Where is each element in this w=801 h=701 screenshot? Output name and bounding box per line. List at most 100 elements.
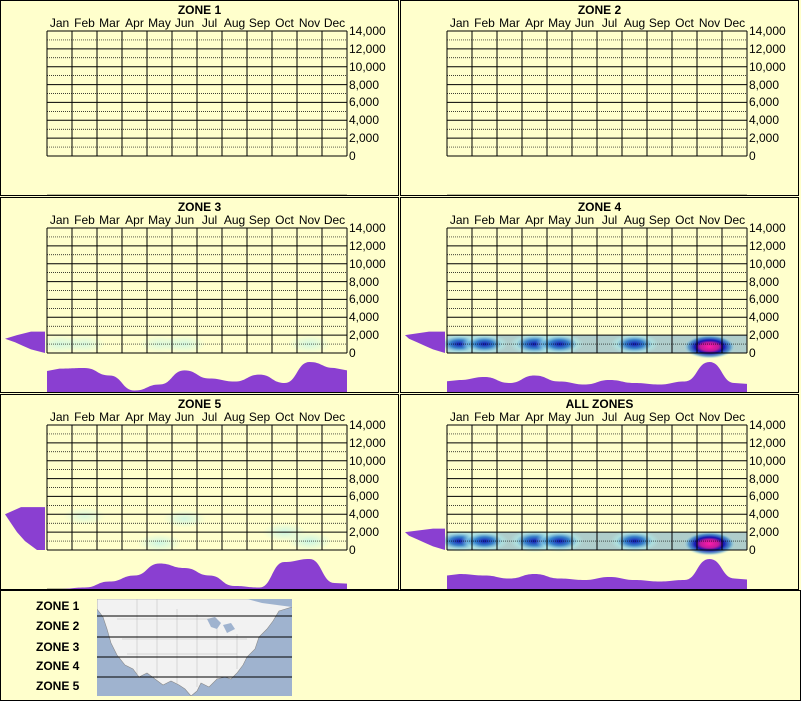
month-label: Mar [99,213,120,227]
y-tick-label: 6,000 [749,292,780,307]
y-tick-label: 8,000 [749,471,780,486]
y-tick-label: 10,000 [349,256,386,271]
panel-zone-2: ZONE 2 Jan Feb Mar Apr May Jun Jul Aug Sep Oct Nov D… [400,0,799,196]
density-blob [683,531,736,556]
y-tick-label: 6,000 [749,95,780,110]
month-label: Apr [125,16,144,30]
month-label: Jan [49,410,70,424]
y-tick-label: 10,000 [349,453,386,468]
density-blob [162,509,207,528]
y-tick-label: 6,000 [349,95,380,110]
state-borders [117,599,247,687]
month-label: Jan [449,16,470,30]
month-label: Nov [298,213,321,227]
y-tick-label: 4,000 [349,113,380,128]
month-label: Jun [174,16,195,30]
month-labels: Jan Feb Mar Apr May Jun Jul Aug Sep Oct Nov Dec [447,16,747,30]
y-tick-label: 12,000 [349,41,386,56]
month-label: Aug [223,410,246,424]
month-label: Aug [623,16,646,30]
month-label: Oct [275,410,294,424]
month-histogram [447,362,747,392]
month-label: Aug [223,16,246,30]
y-tick-label: 12,000 [749,238,786,253]
y-tick-label: 10,000 [749,59,786,74]
panel-zone-4: ZONE 4 Jan Feb Mar Apr May Jun Jul Aug Sep Oct Nov D… [400,197,799,393]
month-label: Mar [499,213,520,227]
month-label: Oct [275,16,294,30]
panel-all-zones: ALL ZONES Jan Feb Mar Apr May Jun Jul Aug Sep Oct N… [400,394,799,590]
y-tick-label: 14,000 [749,418,786,432]
chart-svg [405,424,748,590]
month-label: Sep [648,16,671,30]
month-label: Nov [298,410,321,424]
month-label: Jun [574,410,595,424]
month-label: Jun [174,213,195,227]
density-blob [162,334,207,354]
month-label: Jan [49,16,70,30]
density-blob [137,533,182,553]
y-tick-label: 14,000 [349,24,386,38]
month-label: Aug [623,213,646,227]
chart-svg [405,227,748,393]
month-label: Dec [723,16,746,30]
y-tick-label: 2,000 [749,131,780,146]
y-tick-label: 6,000 [749,489,780,504]
density-blob [683,334,736,359]
panel-title: ZONE 3 [177,200,222,214]
panel-zone-3: ZONE 3 Jan Feb Mar Apr May Jun Jul Aug Sep Oct Nov D… [0,197,399,393]
y-tick-label: 14,000 [349,221,386,235]
month-label: Mar [99,16,120,30]
month-label: May [548,410,571,424]
month-label: Mar [499,410,520,424]
month-label: Nov [698,213,721,227]
y-tick-label: 4,000 [349,310,380,325]
month-labels: Jan Feb Mar Apr May Jun Jul Aug Sep Oct Nov Dec [447,213,747,227]
y-tick-label: 0 [749,346,756,360]
y-tick-label: 0 [749,543,756,557]
chart-svg [5,424,348,590]
y-tick-label: 8,000 [349,77,380,92]
month-label: Jul [601,16,618,30]
month-label: Mar [99,410,120,424]
elevation-histogram [5,507,45,550]
month-label: Sep [648,410,671,424]
month-label: Apr [125,213,144,227]
panel-title: ZONE 2 [577,3,622,17]
month-label: Mar [499,16,520,30]
month-label: Jan [49,213,70,227]
month-labels: Jan Feb Mar Apr May Jun Jul Aug Sep Oct Nov Dec [47,410,347,424]
y-tick-label: 2,000 [349,525,380,540]
elevation-histogram [5,331,45,353]
y-tick-label: 8,000 [749,274,780,289]
month-label: Feb [474,213,495,227]
legend-zone-1: ZONE 1 [36,599,80,613]
legend-zone-4: ZONE 4 [36,659,80,673]
month-label: Dec [323,213,346,227]
month-label: Oct [675,16,694,30]
month-label: Oct [675,410,694,424]
month-label: Jul [201,16,218,30]
y-tick-label: 0 [349,346,356,360]
month-label: Dec [323,16,346,30]
panel-title: ZONE 1 [177,3,222,17]
month-label: Aug [223,213,246,227]
y-tick-label: 12,000 [749,41,786,56]
y-tick-label: 12,000 [749,435,786,450]
month-label: Feb [474,410,495,424]
month-label: Apr [125,410,144,424]
y-tick-label: 4,000 [749,310,780,325]
month-label: Feb [474,16,495,30]
month-label: Aug [623,410,646,424]
y-tick-label: 8,000 [349,274,380,289]
y-tick-label: 4,000 [349,507,380,522]
y-tick-label: 4,000 [749,507,780,522]
panel-title: ALL ZONES [565,397,634,411]
month-label: Apr [525,213,544,227]
month-label: May [148,410,171,424]
y-tick-label: 12,000 [349,238,386,253]
month-label: Feb [74,410,95,424]
y-tick-label: 0 [349,543,356,557]
month-label: Jul [601,410,618,424]
month-label: May [548,213,571,227]
